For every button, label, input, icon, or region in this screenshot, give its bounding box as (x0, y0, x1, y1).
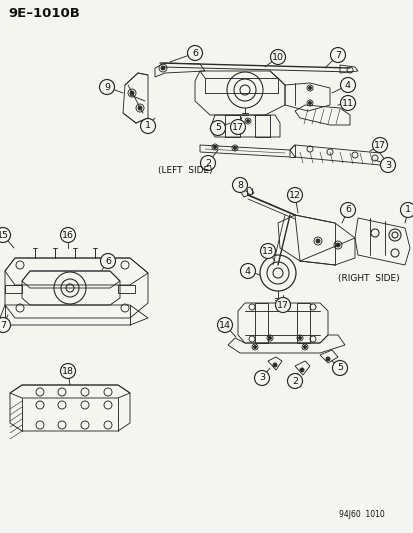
Circle shape (210, 120, 225, 135)
Circle shape (246, 119, 249, 123)
Circle shape (232, 177, 247, 192)
Circle shape (335, 243, 339, 247)
Circle shape (299, 368, 303, 372)
Circle shape (308, 101, 311, 104)
Text: 1: 1 (404, 206, 410, 214)
Text: 18: 18 (62, 367, 74, 376)
Circle shape (339, 77, 355, 93)
Circle shape (399, 203, 413, 217)
Circle shape (253, 345, 256, 349)
Circle shape (60, 228, 75, 243)
Circle shape (254, 370, 269, 385)
Circle shape (308, 86, 311, 90)
Text: 5: 5 (214, 124, 221, 133)
Circle shape (270, 50, 285, 64)
Text: 16: 16 (62, 230, 74, 239)
Text: 12: 12 (288, 190, 300, 199)
Circle shape (303, 345, 306, 349)
Circle shape (0, 228, 10, 243)
Circle shape (130, 91, 134, 95)
Circle shape (287, 188, 302, 203)
Circle shape (138, 106, 142, 110)
Text: 8: 8 (236, 181, 242, 190)
Circle shape (260, 244, 275, 259)
Circle shape (332, 360, 347, 376)
Circle shape (339, 95, 355, 110)
Circle shape (217, 318, 232, 333)
Text: 3: 3 (258, 374, 264, 383)
Circle shape (99, 79, 114, 94)
Text: 17: 17 (231, 123, 243, 132)
Text: 2: 2 (204, 158, 211, 167)
Circle shape (140, 118, 155, 133)
Text: 7: 7 (334, 51, 340, 60)
Text: (RIGHT  SIDE): (RIGHT SIDE) (337, 273, 399, 282)
Circle shape (268, 336, 271, 340)
Circle shape (60, 364, 75, 378)
Text: 17: 17 (373, 141, 385, 149)
Circle shape (275, 297, 290, 312)
Circle shape (161, 66, 165, 70)
Text: 7: 7 (0, 320, 6, 329)
Circle shape (339, 203, 355, 217)
Text: 4: 4 (344, 80, 350, 90)
Text: 94J60  1010: 94J60 1010 (338, 510, 384, 519)
Circle shape (187, 45, 202, 61)
Text: 13: 13 (261, 246, 273, 255)
Circle shape (372, 138, 387, 152)
Circle shape (0, 318, 10, 333)
Circle shape (240, 263, 255, 279)
Text: 14: 14 (218, 320, 230, 329)
Text: 9: 9 (104, 83, 110, 92)
Circle shape (325, 357, 329, 361)
Text: 6: 6 (192, 49, 197, 58)
Circle shape (230, 119, 245, 134)
Text: 11: 11 (341, 99, 353, 108)
Text: 17: 17 (276, 301, 288, 310)
Circle shape (213, 146, 216, 149)
Text: 1: 1 (145, 122, 151, 131)
Text: 6: 6 (344, 206, 350, 214)
Circle shape (233, 147, 236, 149)
Text: 6: 6 (105, 256, 111, 265)
Text: 2: 2 (291, 376, 297, 385)
Text: 5: 5 (336, 364, 342, 373)
Circle shape (315, 239, 319, 243)
Circle shape (100, 254, 115, 269)
Text: 9E–1010B: 9E–1010B (8, 7, 80, 20)
Circle shape (200, 156, 215, 171)
Circle shape (380, 157, 394, 173)
Circle shape (330, 47, 345, 62)
Text: (LEFT  SIDE): (LEFT SIDE) (157, 166, 212, 175)
Circle shape (298, 336, 301, 340)
Circle shape (287, 374, 302, 389)
Text: 4: 4 (244, 266, 250, 276)
Text: 10: 10 (271, 52, 283, 61)
Text: 15: 15 (0, 230, 9, 239)
Text: 3: 3 (384, 160, 390, 169)
Circle shape (272, 363, 276, 367)
